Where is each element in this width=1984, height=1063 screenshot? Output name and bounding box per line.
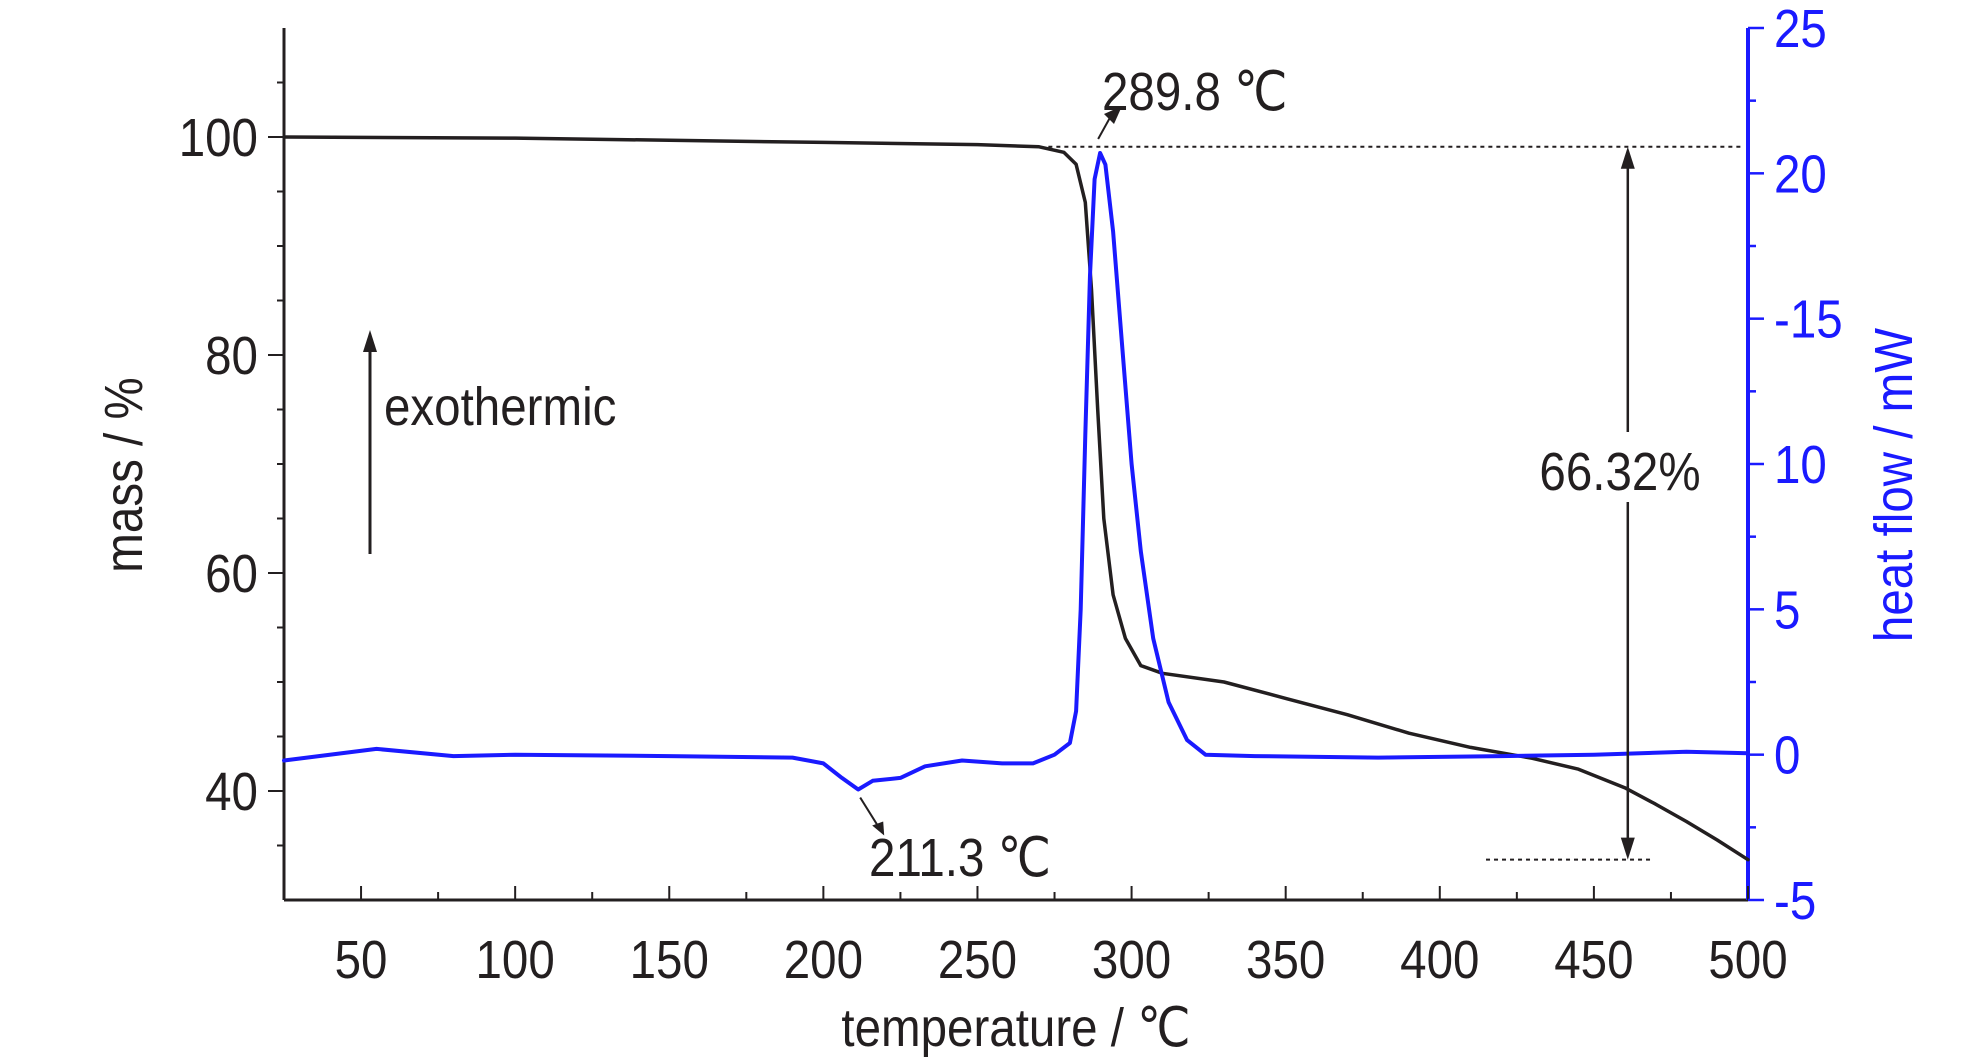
exothermic-arrow-head bbox=[363, 330, 377, 352]
y-left-tick-label: 100 bbox=[179, 107, 258, 168]
y-right-tick-label: 0 bbox=[1774, 725, 1800, 786]
dip-temperature-label: 211.3 ℃ bbox=[869, 827, 1051, 888]
left-axis-title: mass / % bbox=[93, 377, 154, 572]
x-tick-label: 100 bbox=[476, 929, 555, 990]
mass-loss-label: 66.32% bbox=[1539, 441, 1700, 502]
y-right-tick-label: 20 bbox=[1774, 143, 1827, 204]
x-tick-label: 350 bbox=[1246, 929, 1325, 990]
mass-loss-arrow-head-top bbox=[1620, 146, 1635, 169]
mass-loss-arrow-head-bottom bbox=[1620, 837, 1635, 860]
right-axis-title: heat flow / mW bbox=[1863, 328, 1924, 642]
x-axis-title: temperature / ℃ bbox=[841, 997, 1190, 1058]
y-right-tick-label: 25 bbox=[1774, 0, 1827, 59]
x-tick-label: 400 bbox=[1400, 929, 1479, 990]
x-tick-label: 150 bbox=[630, 929, 709, 990]
x-tick-label: 250 bbox=[938, 929, 1017, 990]
y-left-tick-label: 40 bbox=[205, 761, 258, 822]
y-left-tick-label: 80 bbox=[205, 325, 258, 386]
x-tick-label: 50 bbox=[335, 929, 388, 990]
ticks-layer: 50 100 150 200 250 300 350 400 450 50040608010025… bbox=[179, 0, 1843, 990]
mass-series-line bbox=[282, 135, 1750, 862]
y-right-tick-label: 10 bbox=[1774, 434, 1827, 495]
x-tick-label: 200 bbox=[784, 929, 863, 990]
peak-temperature-label: 289.8 ℃ bbox=[1102, 61, 1287, 122]
y-right-tick-label: -15 bbox=[1774, 289, 1843, 350]
heat-flow-series-line bbox=[282, 151, 1750, 792]
y-left-tick-label: 60 bbox=[205, 543, 258, 604]
dip-pointer-arrowhead bbox=[872, 821, 885, 836]
mass-loss-label-bg bbox=[1522, 432, 1718, 502]
exothermic-label: exothermic bbox=[384, 376, 616, 437]
peak-pointer-arrowhead bbox=[1104, 106, 1122, 124]
y-right-tick-label: 5 bbox=[1774, 579, 1800, 640]
x-tick-label: 300 bbox=[1092, 929, 1171, 990]
annotations-layer: 66.32% exothermic 289.8 ℃ 211.3 ℃ bbox=[363, 61, 1742, 888]
x-tick-label: 450 bbox=[1554, 929, 1633, 990]
y-right-tick-label: -5 bbox=[1774, 870, 1816, 931]
x-tick-label: 500 bbox=[1708, 929, 1787, 990]
series-layer bbox=[282, 135, 1750, 862]
